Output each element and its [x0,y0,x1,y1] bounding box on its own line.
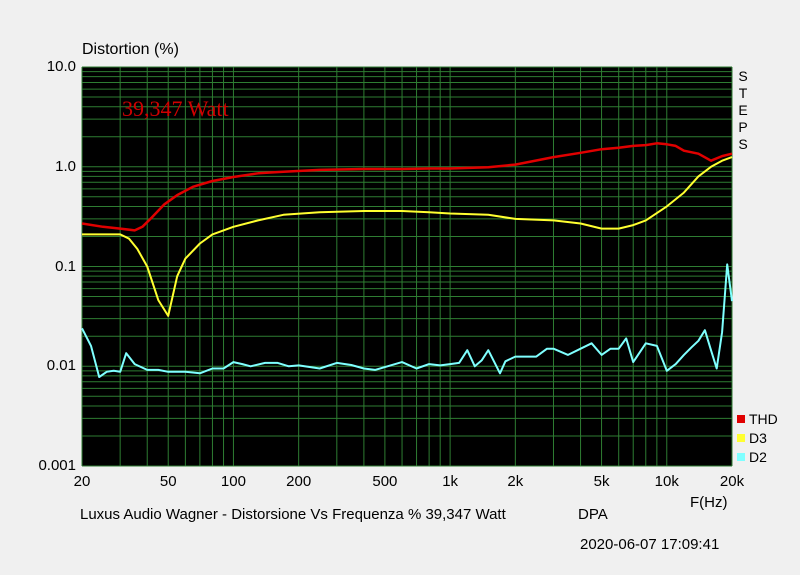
legend-swatch [737,434,745,442]
y-tick-label: 1.0 [55,157,76,175]
legend-swatch [737,415,745,423]
x-tick-label: 2k [507,473,524,490]
y-tick-label: 0.01 [46,357,76,375]
legend-item-d3: D3 [737,430,767,446]
series-line-d2 [81,263,733,378]
series-lines [81,142,733,378]
legend-label: D2 [749,449,767,465]
x-axis-label: F(Hz) [690,494,728,511]
steps-letter: P [738,119,748,135]
x-tick-label: 500 [372,473,398,490]
steps-letter: S [738,136,748,152]
legend-item-thd: THD [737,411,778,427]
x-tick-label: 50 [159,473,177,490]
steps-letter: S [738,68,748,84]
y-tick-label: 0.1 [55,257,76,275]
timestamp: 2020-06-07 17:09:41 [580,536,720,553]
chart-title: 39,347 Watt [122,96,229,121]
steps-letter: T [738,85,748,101]
x-tick-label: 20 [73,473,91,490]
x-tick-label: 200 [286,473,312,490]
brand-label: DPA [578,506,608,523]
steps-letter: E [738,102,748,118]
y-axis-label: Distortion (%) [82,41,179,58]
x-tick-label: 5k [593,473,610,490]
legend-swatch [737,453,745,461]
y-tick-label: 0.001 [38,457,76,474]
x-tick-label: 20k [719,473,745,490]
x-tick-label: 1k [442,473,459,490]
legend-item-d2: D2 [737,449,767,465]
legend-label: THD [749,411,778,427]
chart-description: Luxus Audio Wagner - Distorsione Vs Freq… [80,506,506,523]
series-line-d3 [82,156,733,317]
legend-label: D3 [749,430,767,446]
grid-lines [81,66,733,467]
series-line-thd [81,142,733,232]
y-tick-label: 10.0 [46,58,76,75]
x-tick-label: 10k [654,473,679,490]
x-tick-label: 100 [220,473,246,490]
